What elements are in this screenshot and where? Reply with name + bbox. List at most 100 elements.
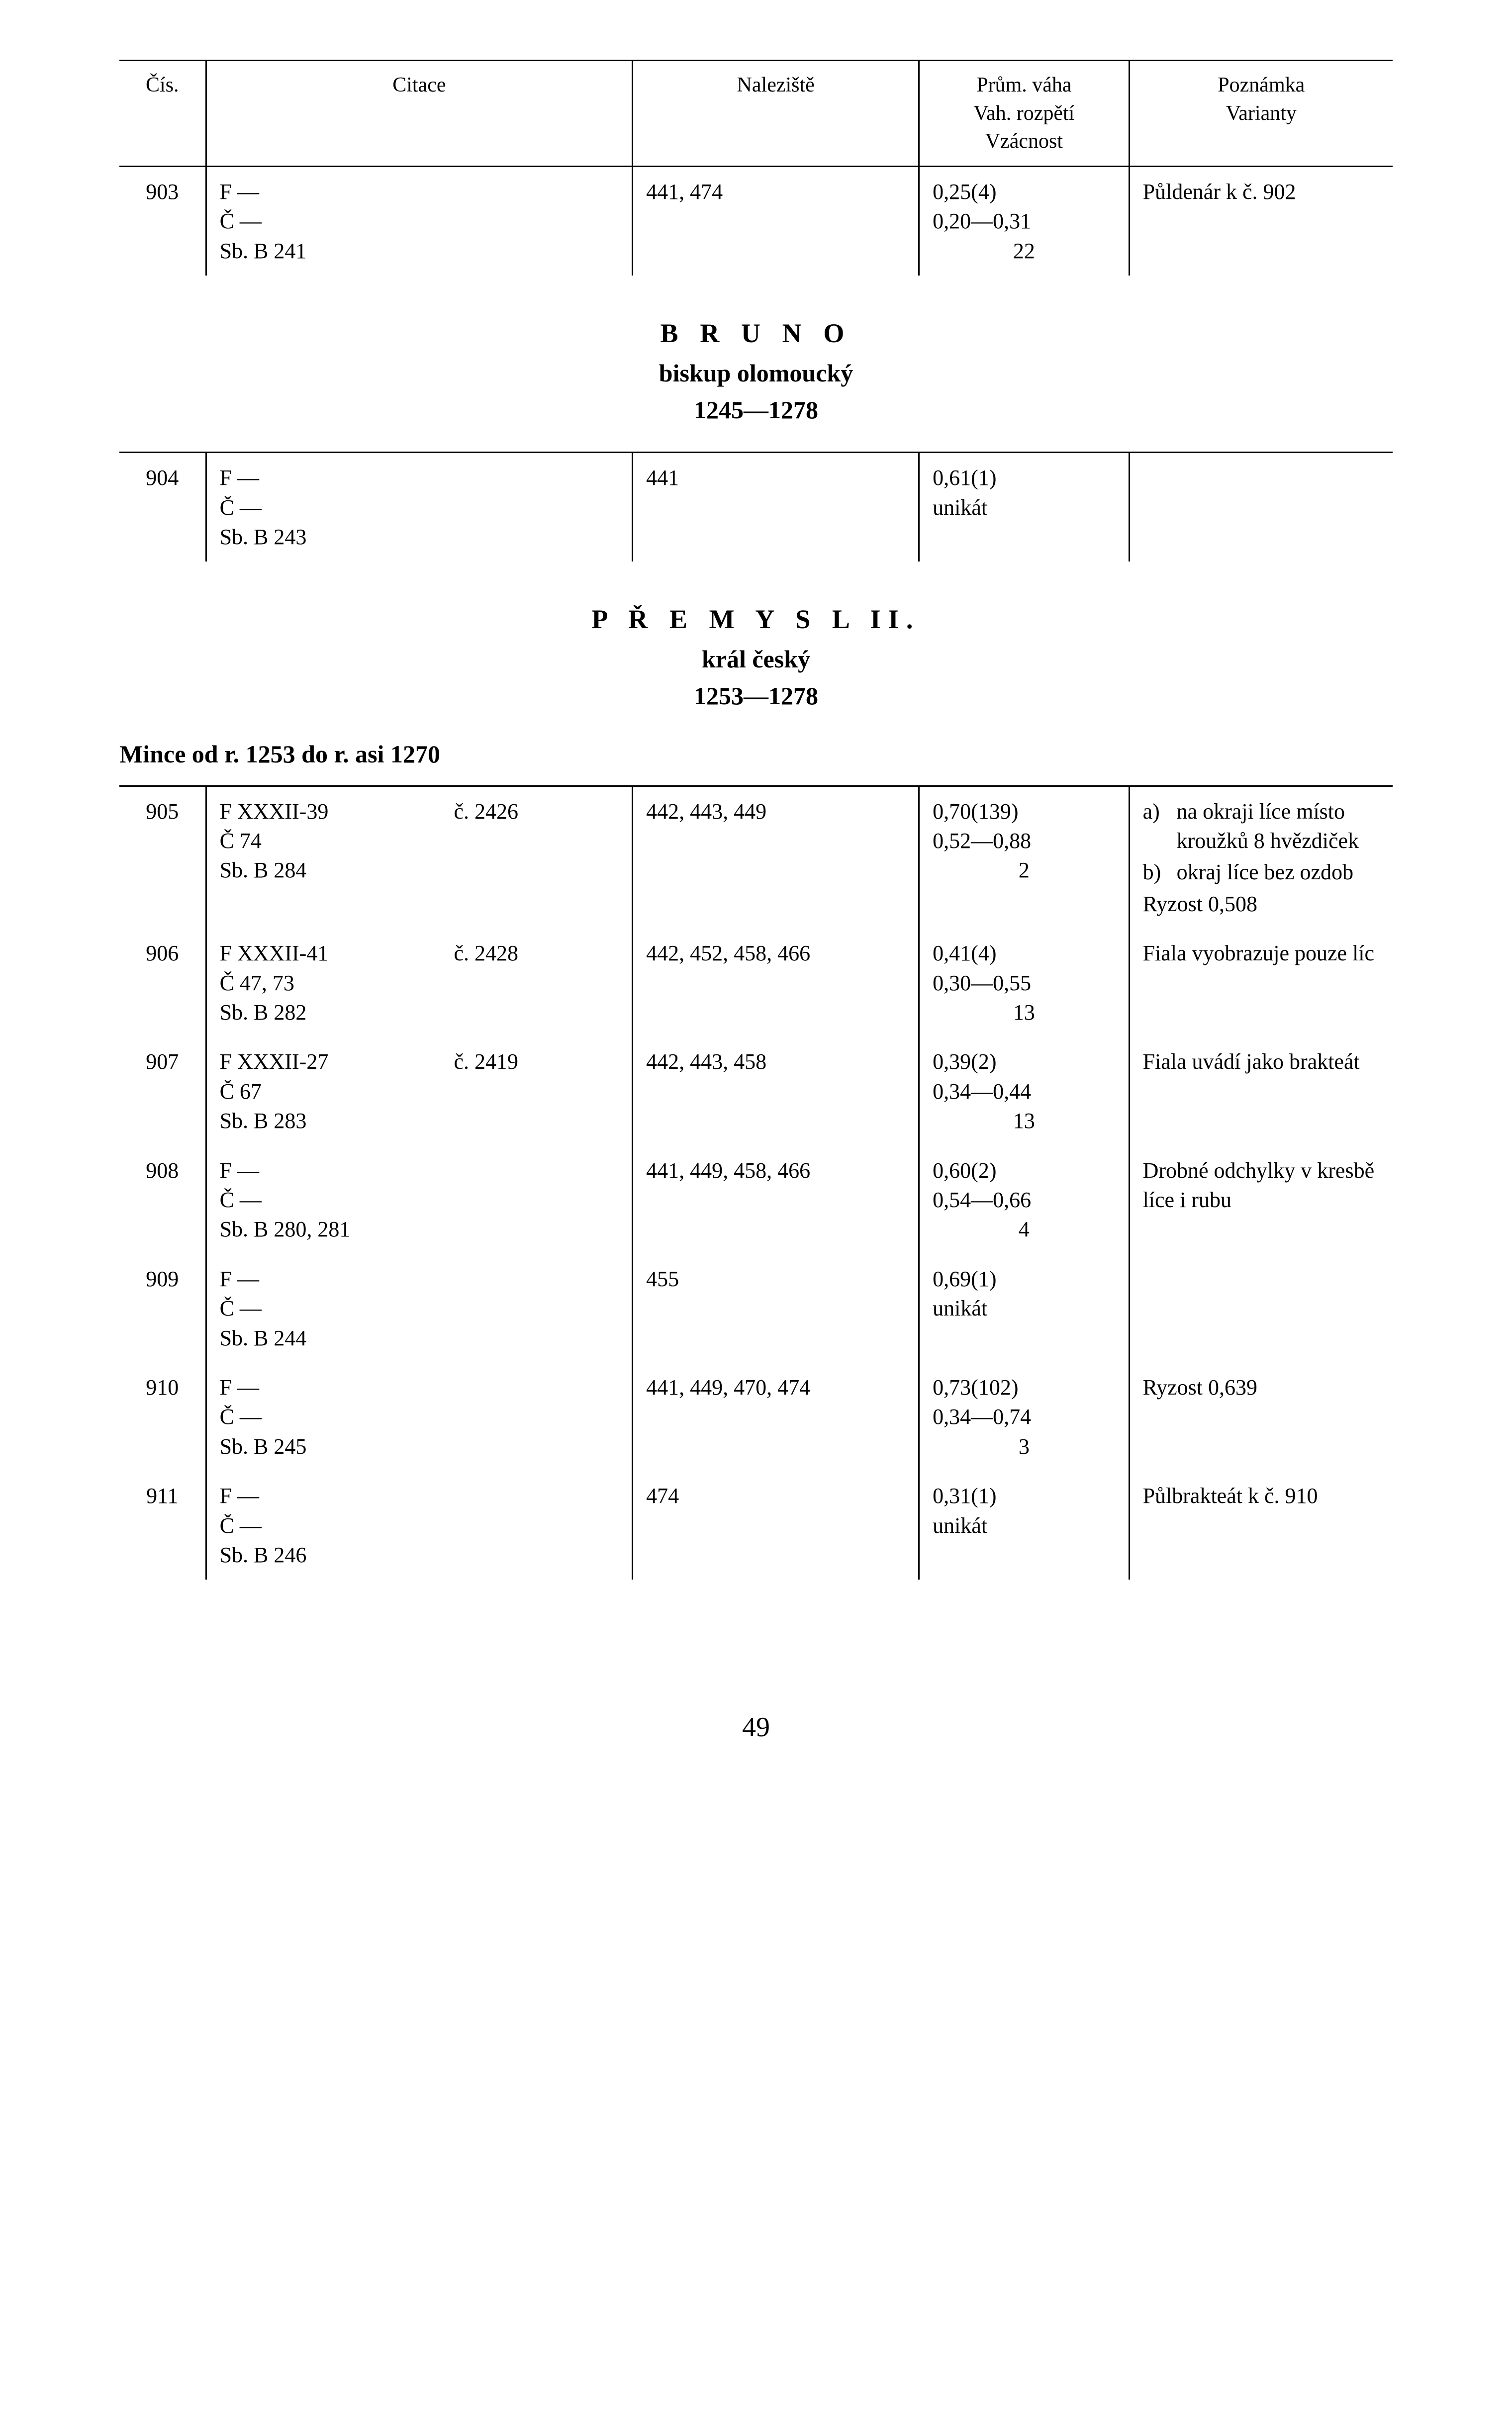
vaha-range: 0,30—0,55 <box>933 968 1115 998</box>
vaha-avg: 0,31(1) <box>933 1481 1115 1510</box>
cell-cis: 903 <box>119 167 206 276</box>
cell-citace: F XXXII-39 č. 2426 Č 74 Sb. B 284 <box>206 786 633 929</box>
pozn-a-tag: a) <box>1143 797 1173 856</box>
citace-c: Č 47, 73 <box>220 968 619 998</box>
vaha-avg: 0,25(4) <box>933 177 1115 206</box>
vaha-vzacnost: 2 <box>933 855 1115 885</box>
ruler-years: 1253—1278 <box>119 679 1393 713</box>
catalog-table-904: 904 F — Č — Sb. B 243 441 0,61(1) unikát <box>119 452 1393 562</box>
vaha-avg: 0,39(2) <box>933 1047 1115 1076</box>
ruler-name: P Ř E M Y S L II. <box>119 601 1393 638</box>
citace-f: F — <box>220 1373 619 1402</box>
table-row: 906 F XXXII-41 č. 2428 Č 47, 73 Sb. B 28… <box>119 929 1393 1037</box>
vaha-range: unikát <box>933 1511 1115 1540</box>
cell-vaha: 0,25(4) 0,20—0,31 22 <box>919 167 1129 276</box>
section-heading-premysl: P Ř E M Y S L II. král český 1253—1278 <box>119 601 1393 713</box>
citace-fnum: č. 2428 <box>454 938 619 968</box>
cell-vaha: 0,39(2) 0,34—0,44 13 <box>919 1037 1129 1145</box>
cell-cis: 911 <box>119 1471 206 1580</box>
cell-poznamka: Ryzost 0,639 <box>1129 1363 1393 1471</box>
citace-c: Č — <box>220 206 619 236</box>
header-citace: Citace <box>206 61 633 167</box>
vaha-range: unikát <box>933 1294 1115 1323</box>
cell-poznamka <box>1129 1254 1393 1363</box>
cell-citace: F XXXII-27 č. 2419 Č 67 Sb. B 283 <box>206 1037 633 1145</box>
cell-citace: F XXXII-41 č. 2428 Č 47, 73 Sb. B 282 <box>206 929 633 1037</box>
cell-citace: F — Č — Sb. B 243 <box>206 453 633 562</box>
citace-f: F — <box>220 463 619 492</box>
table-row: 907 F XXXII-27 č. 2419 Č 67 Sb. B 283 44… <box>119 1037 1393 1145</box>
pozn-extra: Ryzost 0,508 <box>1143 889 1380 919</box>
cell-poznamka <box>1129 453 1393 562</box>
header-vaha-line2: Vah. rozpětí <box>933 99 1115 128</box>
vaha-range: 0,34—0,44 <box>933 1077 1115 1106</box>
cell-cis: 905 <box>119 786 206 929</box>
citace-sb: Sb. B 284 <box>220 855 619 885</box>
cell-poznamka: a) na okraji líce místo kroužků 8 hvězdi… <box>1129 786 1393 929</box>
vaha-vzacnost: 13 <box>933 1106 1115 1135</box>
cell-naleziste: 441, 474 <box>633 167 919 276</box>
table-row: 903 F — Č — Sb. B 241 441, 474 0,25(4) 0… <box>119 167 1393 276</box>
citace-sb: Sb. B 245 <box>220 1432 619 1461</box>
section-heading-bruno: B R U N O biskup olomoucký 1245—1278 <box>119 315 1393 427</box>
citace-c: Č — <box>220 1511 619 1540</box>
vaha-range: unikát <box>933 493 1115 522</box>
cell-naleziste: 442, 452, 458, 466 <box>633 929 919 1037</box>
citace-sb: Sb. B 246 <box>220 1540 619 1570</box>
cell-cis: 908 <box>119 1146 206 1254</box>
citace-sb: Sb. B 243 <box>220 522 619 552</box>
cell-naleziste: 442, 443, 449 <box>633 786 919 929</box>
cell-poznamka: Drobné odchylky v kresbě líce i rubu <box>1129 1146 1393 1254</box>
citace-c: Č 74 <box>220 826 619 855</box>
cell-vaha: 0,31(1) unikát <box>919 1471 1129 1580</box>
page-number: 49 <box>119 1709 1393 1747</box>
citace-fnum: č. 2419 <box>454 1047 619 1076</box>
vaha-range: 0,54—0,66 <box>933 1185 1115 1215</box>
vaha-vzacnost: 22 <box>933 236 1115 266</box>
citace-c: Č 67 <box>220 1077 619 1106</box>
cell-naleziste: 441, 449, 458, 466 <box>633 1146 919 1254</box>
header-pozn-line2: Varianty <box>1143 99 1380 128</box>
header-cis: Čís. <box>119 61 206 167</box>
vaha-range: 0,34—0,74 <box>933 1402 1115 1431</box>
vaha-avg: 0,70(139) <box>933 797 1115 826</box>
citace-sb: Sb. B 241 <box>220 236 619 266</box>
pozn-b-tag: b) <box>1143 857 1173 887</box>
cell-cis: 910 <box>119 1363 206 1471</box>
citace-f: F — <box>220 1156 619 1185</box>
vaha-avg: 0,73(102) <box>933 1373 1115 1402</box>
vaha-avg: 0,41(4) <box>933 938 1115 968</box>
cell-poznamka: Fiala vyobrazuje pouze líc <box>1129 929 1393 1037</box>
vaha-range: 0,52—0,88 <box>933 826 1115 855</box>
cell-citace: F — Č — Sb. B 241 <box>206 167 633 276</box>
cell-vaha: 0,60(2) 0,54—0,66 4 <box>919 1146 1129 1254</box>
cell-citace: F — Č — Sb. B 244 <box>206 1254 633 1363</box>
vaha-avg: 0,61(1) <box>933 463 1115 492</box>
ruler-years: 1245—1278 <box>119 393 1393 427</box>
cell-vaha: 0,61(1) unikát <box>919 453 1129 562</box>
ruler-name: B R U N O <box>119 315 1393 352</box>
header-poznamka: Poznámka Varianty <box>1129 61 1393 167</box>
citace-f: F XXXII-39 <box>220 797 429 826</box>
pozn-b-text: okraj líce bez ozdob <box>1177 857 1380 887</box>
ruler-title: král český <box>119 643 1393 676</box>
table-row: 910 F — Č — Sb. B 245 441, 449, 470, 474… <box>119 1363 1393 1471</box>
header-vaha-line1: Prům. váha <box>933 71 1115 99</box>
cell-cis: 907 <box>119 1037 206 1145</box>
citace-c: Č — <box>220 1294 619 1323</box>
header-pozn-line1: Poznámka <box>1143 71 1380 99</box>
cell-citace: F — Č — Sb. B 246 <box>206 1471 633 1580</box>
header-naleziste: Naleziště <box>633 61 919 167</box>
cell-naleziste: 441, 449, 470, 474 <box>633 1363 919 1471</box>
ruler-title: biskup olomoucký <box>119 357 1393 390</box>
table-row: 909 F — Č — Sb. B 244 455 0,69(1) unikát <box>119 1254 1393 1363</box>
cell-naleziste: 441 <box>633 453 919 562</box>
table-header-row: Čís. Citace Naleziště Prům. váha Vah. ro… <box>119 61 1393 167</box>
cell-naleziste: 455 <box>633 1254 919 1363</box>
cell-vaha: 0,69(1) unikát <box>919 1254 1129 1363</box>
vaha-vzacnost: 13 <box>933 998 1115 1027</box>
citace-sb: Sb. B 283 <box>220 1106 619 1135</box>
citace-f: F — <box>220 1264 619 1294</box>
vaha-vzacnost: 4 <box>933 1215 1115 1244</box>
cell-poznamka: Půlbrakteát k č. 910 <box>1129 1471 1393 1580</box>
